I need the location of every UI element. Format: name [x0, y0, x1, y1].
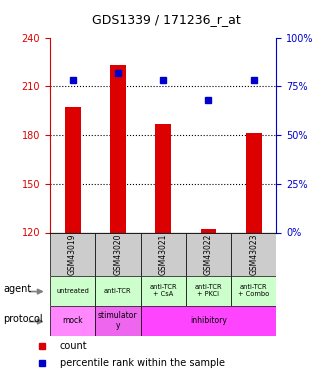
Bar — [95, 306, 141, 336]
Bar — [95, 276, 141, 306]
Text: stimulator
y: stimulator y — [98, 311, 138, 330]
Text: GSM43021: GSM43021 — [159, 233, 168, 275]
Text: untreated: untreated — [56, 288, 89, 294]
Bar — [231, 232, 276, 276]
Text: mock: mock — [62, 316, 83, 325]
Text: GSM43023: GSM43023 — [249, 233, 258, 275]
Text: count: count — [60, 341, 87, 351]
Text: anti-TCR
+ Combo: anti-TCR + Combo — [238, 284, 269, 297]
Text: GSM43019: GSM43019 — [68, 233, 77, 275]
Bar — [65, 107, 81, 232]
Bar — [200, 229, 216, 232]
Bar — [141, 306, 276, 336]
Bar — [95, 232, 141, 276]
Text: percentile rank within the sample: percentile rank within the sample — [60, 358, 225, 368]
Text: inhibitory: inhibitory — [190, 316, 227, 325]
Bar — [141, 276, 186, 306]
Bar — [155, 124, 171, 232]
Bar — [50, 276, 95, 306]
Bar — [186, 232, 231, 276]
Bar — [141, 232, 186, 276]
Text: protocol: protocol — [3, 315, 43, 324]
Bar — [50, 306, 95, 336]
Text: anti-TCR
+ CsA: anti-TCR + CsA — [150, 284, 177, 297]
Text: agent: agent — [3, 285, 32, 294]
Text: GDS1339 / 171236_r_at: GDS1339 / 171236_r_at — [92, 13, 241, 26]
Bar — [246, 134, 262, 232]
Text: GSM43022: GSM43022 — [204, 233, 213, 275]
Bar — [50, 232, 95, 276]
Bar — [186, 276, 231, 306]
Text: anti-TCR: anti-TCR — [104, 288, 132, 294]
Bar — [231, 276, 276, 306]
Bar — [110, 65, 126, 232]
Text: anti-TCR
+ PKCi: anti-TCR + PKCi — [195, 284, 222, 297]
Text: GSM43020: GSM43020 — [113, 233, 123, 275]
